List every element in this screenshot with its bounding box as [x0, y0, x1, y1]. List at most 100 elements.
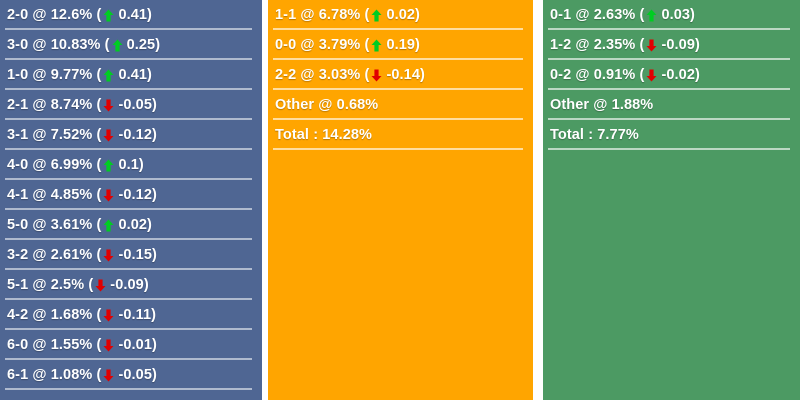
score-row[interactable]: 5-0 @ 3.61% ( 0.02): [0, 210, 262, 240]
score-probability-label: 4-2 @ 1.68% (: [7, 306, 102, 323]
arrow-down-icon: [103, 189, 114, 202]
score-probability-label: 3-1 @ 7.52% (: [7, 126, 102, 143]
score-row-text: 2-0 @ 12.6% (0.41): [7, 8, 152, 23]
arrow-down-icon: [103, 309, 114, 322]
score-probability-label: 4-1 @ 4.85% (: [7, 186, 102, 203]
score-row-text: 3-1 @ 7.52% ( -0.12): [7, 128, 157, 143]
draw-column: 1-1 @ 6.78% ( 0.02) 0-0 @ 3.79% (0.19) 2-2 …: [268, 0, 533, 400]
row-separator: [5, 178, 252, 180]
score-row-text: 1-2 @ 2.35% ( -0.09): [550, 38, 700, 53]
row-separator: [5, 268, 252, 270]
score-probability-label: Other @ 0.68%: [275, 96, 379, 113]
delta-value: 0.25): [126, 36, 161, 53]
delta-value: 0.02): [386, 6, 420, 23]
arrow-down-icon: [371, 69, 382, 82]
score-row[interactable]: Other @ 0.68%: [268, 90, 533, 120]
score-row[interactable]: 0-0 @ 3.79% (0.19): [268, 30, 533, 60]
delta-value: -0.12): [118, 126, 157, 143]
score-probability-label: 1-0 @ 9.77% (: [7, 66, 102, 83]
total-row[interactable]: Total : 14.28%: [268, 120, 533, 150]
row-separator: [548, 118, 790, 120]
score-probability-label: 2-1 @ 8.74% (: [7, 96, 102, 113]
score-row-text: 3-0 @ 10.83% ( 0.25): [7, 38, 160, 53]
score-row-text: 0-2 @ 0.91% (-0.02): [550, 68, 700, 83]
score-row[interactable]: Other @ 1.88%: [543, 90, 800, 120]
row-separator: [5, 328, 252, 330]
score-row-text: 1-0 @ 9.77% ( 0.41): [7, 68, 152, 83]
arrow-down-icon: [103, 249, 114, 262]
score-row-text: Total : 14.28%: [275, 128, 372, 143]
delta-value: 0.1): [118, 156, 144, 173]
score-row[interactable]: 3-2 @ 2.61% (-0.15): [0, 240, 262, 270]
score-row[interactable]: 1-2 @ 2.35% ( -0.09): [543, 30, 800, 60]
score-row-text: 4-2 @ 1.68% ( -0.11): [7, 308, 156, 323]
score-row[interactable]: 3-1 @ 7.52% ( -0.12): [0, 120, 262, 150]
score-probability-label: 0-1 @ 2.63% (: [550, 6, 645, 23]
score-probability-label: 0-0 @ 3.79% (: [275, 36, 370, 53]
score-row[interactable]: 2-0 @ 12.6% (0.41): [0, 0, 262, 30]
arrow-up-icon: [371, 9, 382, 22]
home-row-list: 2-0 @ 12.6% (0.41) 3-0 @ 10.83% ( 0.25) 1-0…: [0, 0, 262, 390]
arrow-down-icon: [103, 129, 114, 142]
arrow-up-icon: [103, 159, 114, 172]
score-row[interactable]: 4-1 @ 4.85% (-0.12): [0, 180, 262, 210]
score-row-text: Other @ 1.88%: [550, 98, 653, 113]
arrow-down-icon: [646, 69, 657, 82]
row-separator: [5, 208, 252, 210]
score-row-text: 4-0 @ 6.99% (0.1): [7, 158, 144, 173]
delta-value: -0.05): [118, 366, 157, 383]
score-row[interactable]: 0-1 @ 2.63% (0.03): [543, 0, 800, 30]
score-probability-label: 3-0 @ 10.83% (: [7, 36, 110, 53]
score-row-text: 2-1 @ 8.74% (-0.05): [7, 98, 157, 113]
score-row-text: 3-2 @ 2.61% (-0.15): [7, 248, 157, 263]
row-separator: [5, 118, 252, 120]
score-row[interactable]: 5-1 @ 2.5% ( -0.09): [0, 270, 262, 300]
delta-value: -0.09): [110, 276, 149, 293]
score-row[interactable]: 4-2 @ 1.68% ( -0.11): [0, 300, 262, 330]
score-probability-label: Other @ 1.88%: [550, 96, 654, 113]
score-row[interactable]: 6-0 @ 1.55% (-0.01): [0, 330, 262, 360]
score-row[interactable]: 1-1 @ 6.78% ( 0.02): [268, 0, 533, 30]
arrow-up-icon: [103, 9, 114, 22]
delta-value: 0.02): [118, 216, 152, 233]
delta-value: -0.11): [118, 306, 157, 323]
score-row-text: 0-0 @ 3.79% (0.19): [275, 38, 420, 53]
row-separator: [273, 118, 523, 120]
away-win-column: 0-1 @ 2.63% (0.03) 1-2 @ 2.35% ( -0.09) 0-2…: [543, 0, 800, 400]
delta-value: 0.41): [118, 66, 152, 83]
score-probability-label: Total : 14.28%: [275, 126, 373, 143]
draw-row-list: 1-1 @ 6.78% ( 0.02) 0-0 @ 3.79% (0.19) 2-2 …: [268, 0, 533, 150]
score-row[interactable]: 3-0 @ 10.83% ( 0.25): [0, 30, 262, 60]
total-row[interactable]: Total : 7.77%: [543, 120, 800, 150]
row-separator: [5, 388, 252, 390]
delta-value: -0.09): [661, 36, 700, 53]
arrow-up-icon: [103, 219, 114, 232]
score-row[interactable]: 0-2 @ 0.91% (-0.02): [543, 60, 800, 90]
score-probability-label: 1-1 @ 6.78% (: [275, 6, 370, 23]
score-probability-label: 5-0 @ 3.61% (: [7, 216, 102, 233]
arrow-down-icon: [646, 39, 657, 52]
score-row[interactable]: 2-1 @ 8.74% (-0.05): [0, 90, 262, 120]
row-separator: [5, 358, 252, 360]
delta-value: -0.14): [386, 66, 425, 83]
delta-value: -0.15): [118, 246, 157, 263]
row-separator: [548, 148, 790, 150]
score-row-text: 4-1 @ 4.85% (-0.12): [7, 188, 157, 203]
score-row[interactable]: 1-0 @ 9.77% ( 0.41): [0, 60, 262, 90]
score-probability-label: Total : 7.77%: [550, 126, 639, 143]
arrow-down-icon: [95, 279, 106, 292]
delta-value: -0.01): [118, 336, 157, 353]
score-probability-label: 1-2 @ 2.35% (: [550, 36, 645, 53]
score-row[interactable]: 4-0 @ 6.99% (0.1): [0, 150, 262, 180]
score-row-text: Other @ 0.68%: [275, 98, 378, 113]
row-separator: [5, 148, 252, 150]
score-probability-label: 2-2 @ 3.03% (: [275, 66, 370, 83]
arrow-down-icon: [103, 369, 114, 382]
delta-value: 0.41): [118, 6, 152, 23]
score-row[interactable]: 2-2 @ 3.03% ( -0.14): [268, 60, 533, 90]
score-probability-label: 5-1 @ 2.5% (: [7, 276, 94, 293]
row-separator: [5, 28, 252, 30]
score-probability-label: 0-2 @ 0.91% (: [550, 66, 645, 83]
score-row[interactable]: 6-1 @ 1.08% (-0.05): [0, 360, 262, 390]
